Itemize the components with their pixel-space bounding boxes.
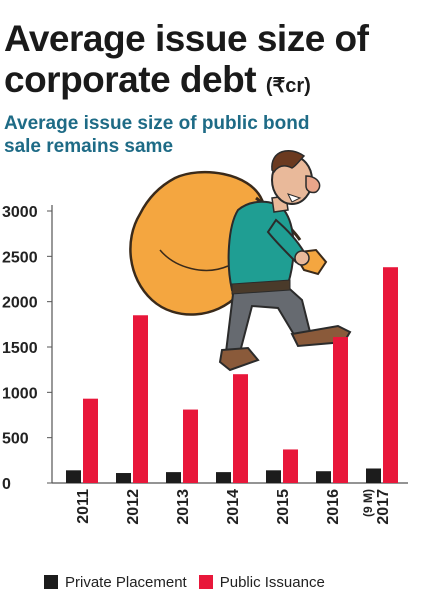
y-tick-label: 3000 — [2, 204, 38, 221]
x-tick-note: (9 M) — [361, 489, 375, 517]
x-tick-label: 2013 — [175, 489, 192, 525]
x-tick-label: 2012 — [125, 489, 142, 525]
bar-private-placement — [366, 468, 381, 483]
legend-swatch-public — [198, 575, 213, 589]
bar-public-issuance — [83, 398, 98, 483]
bar-private-placement — [216, 472, 231, 483]
bar-private-placement — [166, 472, 181, 483]
chart-subtitle: Average issue size of public bond sale r… — [4, 113, 310, 157]
legend-item-public: Public Issuance — [198, 573, 325, 591]
labels: 0 500 1000 1500 2000 2500 3000 2011 2012 2013 2014… — [2, 204, 392, 525]
y-tick-label: 1500 — [2, 340, 38, 357]
y-tick-label: 1000 — [2, 385, 38, 402]
title-text: Average issue size of corporate debt — [4, 18, 369, 100]
bar-public-issuance — [283, 449, 298, 483]
bar-public-issuance — [183, 409, 198, 483]
bars — [66, 267, 398, 483]
bar-private-placement — [116, 473, 131, 483]
man-carrying-money-bag-icon — [129, 150, 352, 372]
y-tick-label: 0 — [2, 476, 11, 493]
x-tick-label: 2014 — [225, 489, 242, 525]
bar-public-issuance — [333, 337, 348, 483]
title-unit: (₹cr) — [265, 75, 311, 97]
x-tick-label: 2011 — [75, 489, 92, 524]
bar-private-placement — [266, 470, 281, 483]
x-tick-label: 2017 — [375, 489, 392, 525]
y-tick-label: 500 — [2, 431, 29, 448]
bar-private-placement — [66, 470, 81, 483]
x-tick-label: 2016 — [325, 489, 342, 525]
y-tick-label: 2500 — [2, 249, 38, 266]
bar-public-issuance — [383, 267, 398, 483]
legend: Private Placement Public Issuance — [44, 572, 337, 592]
chart-title: Average issue size of corporate debt (₹c… — [4, 18, 424, 107]
legend-label-public: Public Issuance — [219, 573, 325, 591]
bar-public-issuance — [233, 374, 248, 483]
legend-label-private: Private Placement — [65, 573, 187, 591]
legend-swatch-private — [44, 575, 58, 589]
y-tick-label: 2000 — [2, 295, 38, 312]
x-tick-label: 2015 — [275, 489, 292, 525]
bar-public-issuance — [133, 315, 148, 483]
legend-item-private: Private Placement — [44, 574, 187, 591]
bar-private-placement — [316, 471, 331, 483]
